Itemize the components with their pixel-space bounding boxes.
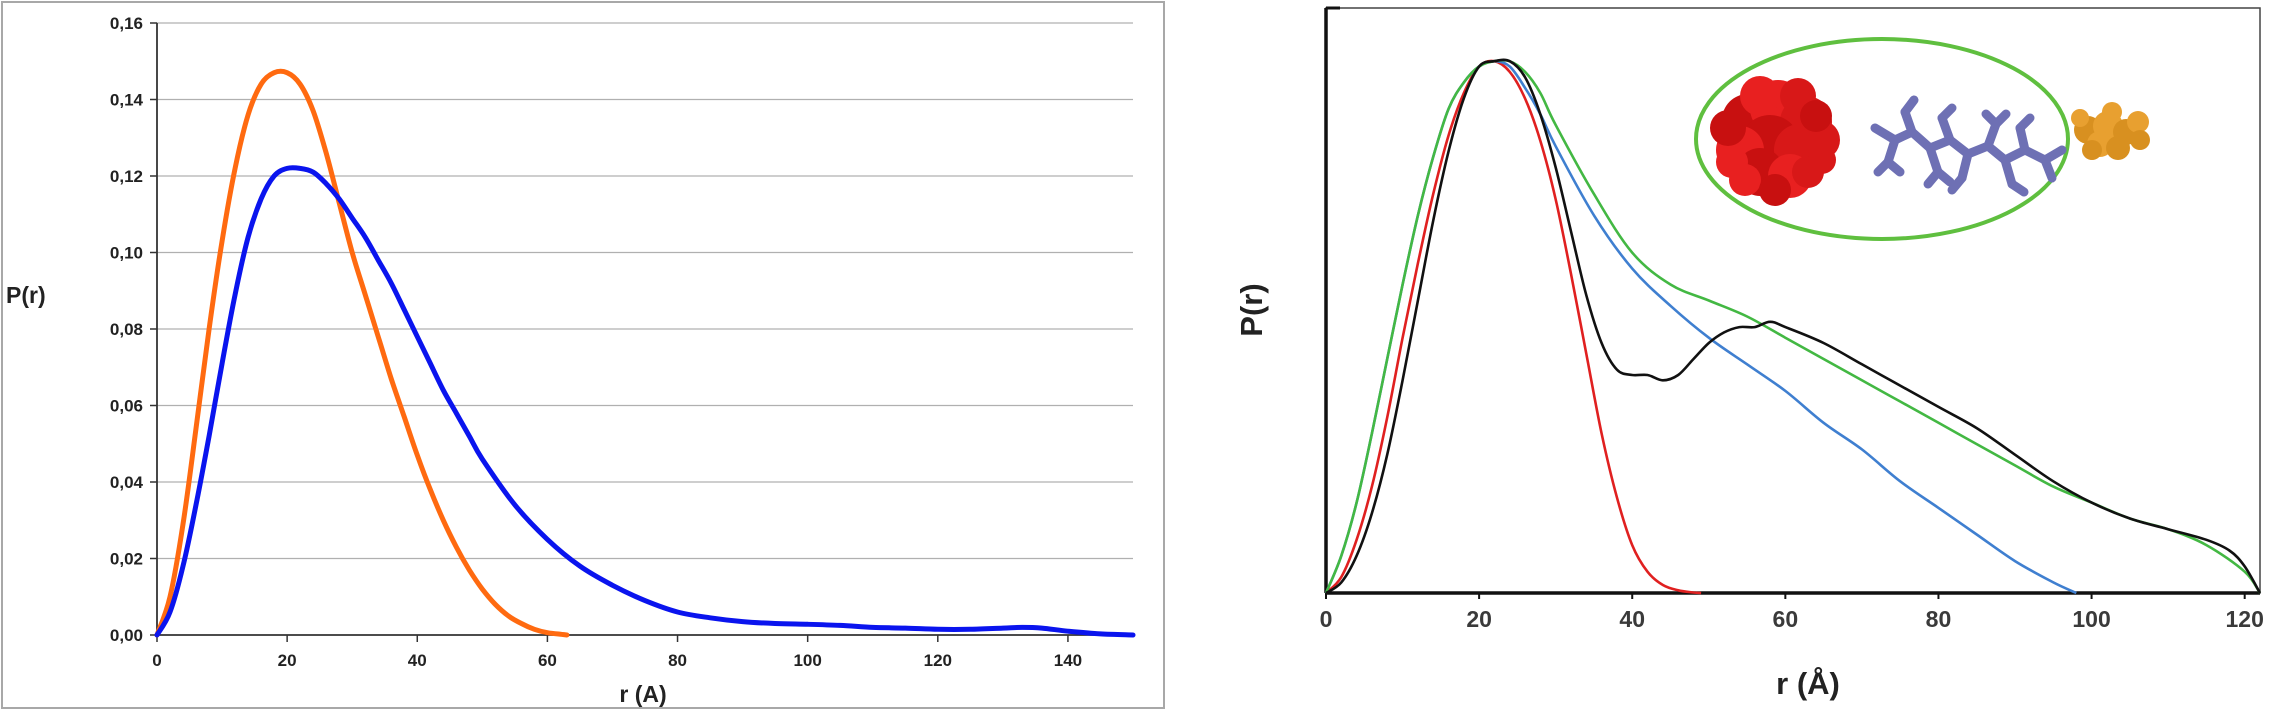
- right-x-tick-label: 80: [1926, 606, 1952, 632]
- left-y-tick-label: 0,02: [110, 550, 143, 569]
- right-x-tick-label: 60: [1773, 606, 1799, 632]
- left-x-tick-label: 0: [152, 651, 161, 670]
- right-y-axis-label: P(r): [1234, 283, 1269, 336]
- right-series: [1324, 58, 2262, 595]
- left-x-tick-label: 20: [278, 651, 297, 670]
- red-protein-sphere: [1759, 174, 1791, 206]
- red-protein-sphere: [1808, 146, 1836, 174]
- right-series-line-green: [1324, 58, 2262, 594]
- right-plot-frame: [1324, 6, 2261, 599]
- left-y-axis-label: P(r): [6, 282, 46, 308]
- orange-protein-sphere: [2127, 111, 2149, 133]
- left-y-tick-label: 0,00: [110, 626, 143, 645]
- red-protein-sphere: [1710, 110, 1746, 146]
- glycan-branch: [2007, 179, 2029, 197]
- left-x-tick-label: 100: [793, 651, 821, 670]
- red-protein-sphere: [1716, 146, 1748, 178]
- right-x-axis-label: r (Å): [1776, 666, 1840, 701]
- left-y-tick-label: 0,14: [110, 91, 144, 110]
- right-x-tick-label: 40: [1619, 606, 1645, 632]
- glycan-branch: [2015, 113, 2035, 133]
- glycan-branch: [1923, 167, 1943, 189]
- right-tick-labels: 0 20 40 60 80 100 120: [1320, 606, 2264, 632]
- left-chart-frame: [1, 1, 1165, 709]
- left-y-tick-label: 0,12: [110, 167, 143, 186]
- left-x-tick-label: 60: [538, 651, 557, 670]
- left-x-tick-label: 40: [408, 651, 427, 670]
- orange-protein-sphere: [2130, 130, 2150, 150]
- glycan-branch: [1937, 103, 1957, 123]
- left-x-tick-label: 80: [668, 651, 687, 670]
- red-protein-blob: [1710, 76, 1840, 206]
- glycan-branch: [1900, 95, 1919, 117]
- left-y-tick-label: 0,04: [110, 473, 144, 492]
- left-x-axis-label: r (A): [619, 681, 666, 707]
- molecule-inset-illustration: [1694, 37, 2150, 241]
- orange-protein-sphere: [2071, 109, 2089, 127]
- right-series-line-black: [1325, 58, 2262, 595]
- left-series: [154, 68, 1136, 638]
- glycan-branch: [1883, 157, 1905, 177]
- orange-protein-sphere: [2102, 102, 2122, 122]
- left-y-tick-label: 0,16: [110, 14, 143, 33]
- right-x-tick-label: 120: [2226, 606, 2264, 632]
- left-x-tick-label: 120: [924, 651, 952, 670]
- left-y-tick-label: 0,10: [110, 244, 143, 263]
- red-protein-sphere: [1740, 76, 1780, 116]
- glycan-branch: [1981, 109, 2001, 129]
- red-protein-sphere: [1800, 100, 1832, 132]
- left-series-line-1: [154, 68, 570, 638]
- left-x-tick-label: 140: [1054, 651, 1082, 670]
- glycan-branch: [1947, 173, 1967, 195]
- right-x-tick-label: 20: [1466, 606, 1492, 632]
- orange-protein-sphere: [2106, 136, 2130, 160]
- left-axes: [150, 22, 1133, 642]
- orange-protein-sphere: [2082, 140, 2102, 160]
- left-y-tick-label: 0,06: [110, 397, 143, 416]
- inset-ellipse: [1694, 37, 2070, 241]
- right-x-tick-label: 100: [2072, 606, 2110, 632]
- glycan-chain: [1870, 95, 2067, 197]
- right-x-tick-label: 0: [1320, 606, 1333, 632]
- left-y-tick-label: 0,08: [110, 320, 143, 339]
- left-tick-labels: 0,00 0,02 0,04 0,06 0,08 0,10 0,12 0,14 0,16 0 20 4…: [110, 14, 1082, 670]
- left-series-line-2: [154, 165, 1136, 638]
- orange-protein-blob: [2071, 102, 2150, 160]
- right-series-line-red: [1325, 59, 1702, 595]
- glycan-branch: [2040, 155, 2057, 183]
